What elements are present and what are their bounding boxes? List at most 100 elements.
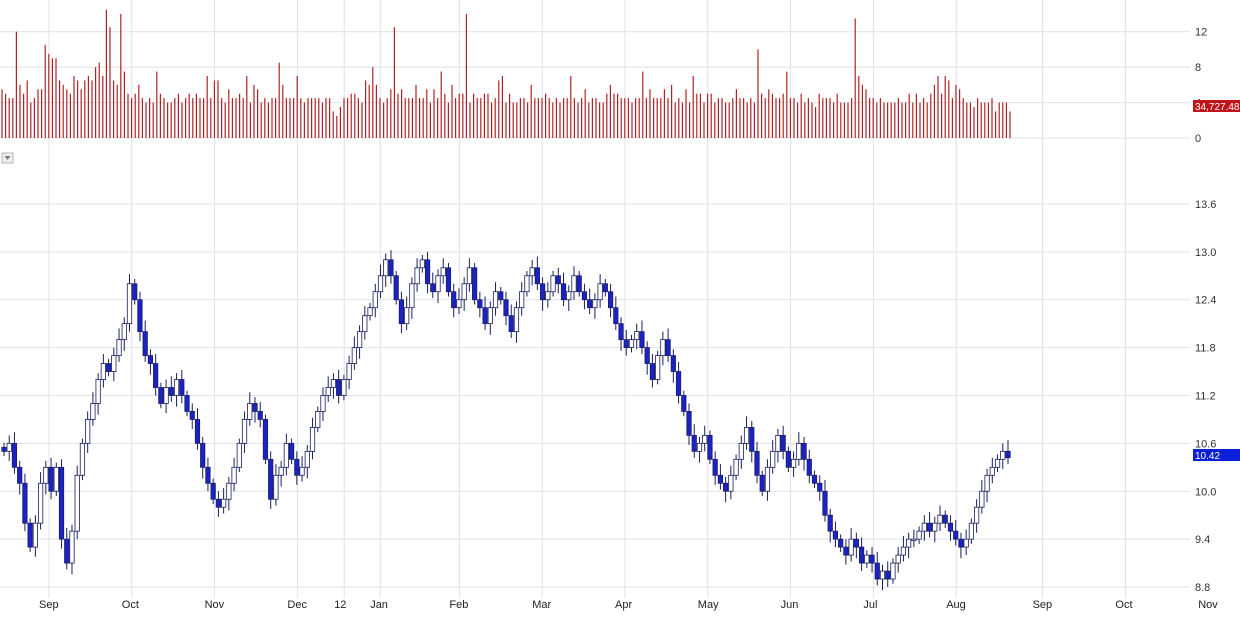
candlestick <box>738 435 744 469</box>
candlestick <box>890 558 896 584</box>
candlestick <box>116 328 122 362</box>
price-y-tick-label: 10.6 <box>1195 438 1216 450</box>
candlestick <box>566 285 572 311</box>
candlestick <box>32 515 38 557</box>
candlestick <box>628 334 635 353</box>
candlestick <box>205 457 211 492</box>
candlestick <box>623 330 629 356</box>
candlestick <box>848 527 854 562</box>
candlestick <box>419 255 425 273</box>
candlestick <box>921 515 927 541</box>
candlestick <box>864 550 870 568</box>
candlestick <box>74 465 80 540</box>
candlestick <box>1000 443 1006 469</box>
candlestick <box>64 527 70 570</box>
candlestick <box>445 263 452 297</box>
x-tick-label: 12 <box>334 599 346 611</box>
candlestick <box>173 373 180 407</box>
candlestick <box>132 278 138 305</box>
candlestick <box>69 524 75 575</box>
candlestick <box>388 250 394 284</box>
candlestick <box>194 408 201 450</box>
candlestick <box>958 532 964 559</box>
candlestick <box>273 464 279 506</box>
price-y-tick-label: 10.0 <box>1195 486 1216 498</box>
candlestick <box>932 516 938 543</box>
candlestick <box>487 301 493 335</box>
candlestick <box>560 272 567 307</box>
candlestick <box>466 258 472 292</box>
candlestick <box>409 277 415 319</box>
x-tick-label: Feb <box>449 599 468 611</box>
candlestick <box>780 425 786 460</box>
axes: Sep Oct Nov Dec 12 Jan Feb Mar Apr May Jun Jul Aug Se… <box>39 27 1218 611</box>
candlestick <box>461 277 467 311</box>
x-tick-label: Jul <box>863 599 877 611</box>
candlestick <box>27 518 33 552</box>
candlestick <box>796 432 802 466</box>
candlestick <box>158 382 164 409</box>
candlestick <box>681 390 687 417</box>
candlestick <box>571 266 577 300</box>
candlestick <box>723 476 729 503</box>
candlestick <box>529 259 535 286</box>
candlestick <box>717 464 723 490</box>
candlestick <box>226 476 232 511</box>
candlestick <box>362 306 368 340</box>
price-y-tick-label: 11.8 <box>1195 343 1216 355</box>
candlestick <box>356 325 363 359</box>
candlestick <box>1005 440 1011 465</box>
candlestick <box>435 269 441 303</box>
collapse-triangle-icon[interactable] <box>1 152 14 164</box>
candlestick <box>979 480 985 514</box>
candlestick <box>184 390 190 417</box>
candlestick <box>6 435 12 461</box>
candlestick <box>853 532 859 559</box>
candlestick <box>247 392 253 426</box>
x-tick-label: Nov <box>205 599 225 611</box>
candlestick <box>43 460 49 495</box>
candlestick <box>581 283 588 310</box>
last-price-marker: 10.42 <box>1193 449 1240 462</box>
candlestick <box>660 331 666 366</box>
candlestick <box>456 288 462 315</box>
candlestick <box>168 376 174 402</box>
candlestick <box>79 438 86 481</box>
candlestick <box>712 451 718 485</box>
candlestick <box>670 349 676 383</box>
candlestick <box>743 416 750 450</box>
candlestick <box>728 465 734 500</box>
candlestick <box>241 411 248 453</box>
candlestick <box>545 282 551 308</box>
candlestick <box>315 406 321 433</box>
candlestick <box>974 499 980 533</box>
candlestick <box>508 304 514 339</box>
candlestick <box>587 288 593 315</box>
candlestick <box>555 267 561 294</box>
candlestick <box>477 291 483 318</box>
candlestick <box>95 373 101 415</box>
candlestick <box>210 478 216 505</box>
candlestick <box>252 397 258 423</box>
candlestick <box>906 532 912 559</box>
candlestick <box>336 369 342 404</box>
x-tick-label: Sep <box>39 599 59 611</box>
candlestick <box>926 512 933 538</box>
candlestick <box>38 472 44 530</box>
candlestick <box>592 293 598 319</box>
candlestick <box>775 429 781 463</box>
candlestick <box>126 274 133 332</box>
candlestick <box>121 317 127 351</box>
price-y-tick-label: 9.4 <box>1195 534 1210 546</box>
price-y-tick-label: 12.4 <box>1195 295 1216 307</box>
candlestick <box>17 460 23 495</box>
candlestick <box>137 291 143 342</box>
candlestick <box>325 376 331 402</box>
x-tick-label: Oct <box>1115 599 1132 611</box>
x-tick-label: Apr <box>615 599 632 611</box>
x-tick-label: Jun <box>781 599 799 611</box>
candlestick <box>550 270 556 297</box>
candlestick <box>404 296 410 331</box>
candlestick <box>618 317 624 351</box>
